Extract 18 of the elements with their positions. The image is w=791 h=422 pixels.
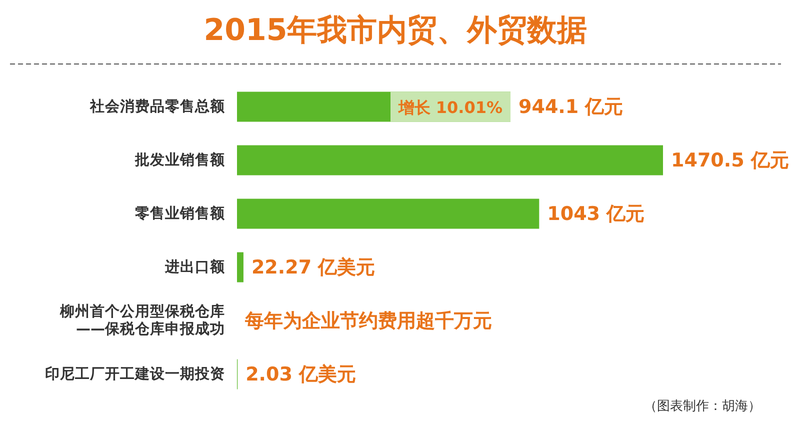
annotation: （图表制作：胡海） xyxy=(644,399,761,414)
data-label: 1470.5 亿元 xyxy=(671,149,789,172)
y-tick-label: 批发业销售额 xyxy=(134,150,226,168)
y-tick-label: 进出口额 xyxy=(164,257,226,276)
bar xyxy=(237,145,663,176)
bar xyxy=(237,198,540,229)
y-tick-label: 印尼工厂开工建设一期投资 xyxy=(45,365,225,382)
data-label: 944.1 亿元 xyxy=(518,96,624,118)
y-tick-label: 柳州首个公用型保税仓库 ——保税仓库申报成功 xyxy=(59,302,225,338)
chart-title: 2015年我市内贸、外贸数据 xyxy=(204,13,588,48)
data-label: 1043 亿元 xyxy=(547,202,645,225)
y-tick-label: 社会消费品零售总额 xyxy=(89,96,226,115)
text: 每年为企业节约费用超千万元 xyxy=(245,310,492,332)
bar xyxy=(237,252,244,282)
y-tick-label: 零售业销售额 xyxy=(135,204,226,222)
data-label: 22.27 亿美元 xyxy=(251,256,376,278)
data-label: 2.03 亿美元 xyxy=(246,363,356,386)
annotation: 增长 10.01% xyxy=(397,97,503,116)
